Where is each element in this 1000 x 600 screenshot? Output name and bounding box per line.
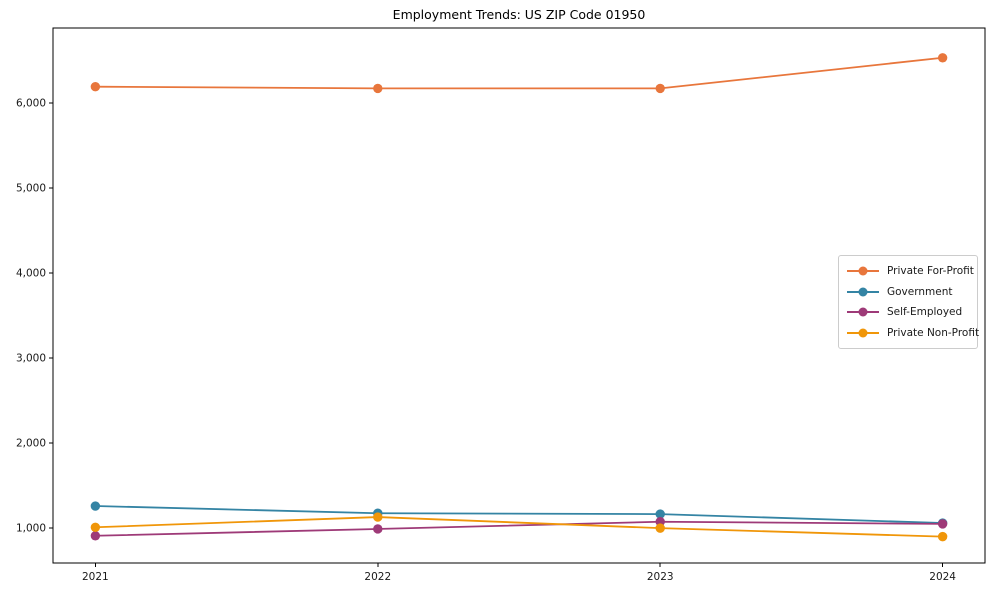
series-line-private-for-profit (95, 56, 943, 90)
x-axis-tick-label: 2021 (82, 571, 109, 583)
data-point-private-for-profit (373, 83, 383, 94)
x-axis-tick-label: 2024 (929, 571, 956, 583)
legend-label: Private Non-Profit (887, 326, 980, 339)
data-point-government (90, 501, 101, 511)
y-axis-tick-label: 1,000 (16, 523, 46, 535)
legend-dot-icon (858, 307, 868, 317)
y-axis-tick-label: 6,000 (16, 97, 46, 109)
chart-title: Employment Trends: US ZIP Code 01950 (392, 7, 646, 22)
legend-line-marker-icon (847, 328, 879, 338)
data-point-private-for-profit (655, 83, 665, 94)
plot-border (52, 27, 986, 564)
legend-item-government: Government (847, 286, 969, 298)
y-axis-tick-label: 4,000 (16, 267, 46, 279)
data-point-private-non-profit (90, 522, 101, 532)
series-line-government (95, 505, 943, 524)
y-axis-tick-label: 3,000 (16, 353, 46, 365)
legend-dot-icon (858, 287, 868, 297)
data-point-self-employed (373, 524, 383, 534)
legend-label: Government (887, 285, 953, 298)
legend-dot-icon (858, 266, 868, 276)
legend-item-private-non-profit: Private Non-Profit (847, 327, 979, 339)
x-axis-tick-label: 2022 (364, 571, 391, 583)
y-axis-tick-label: 5,000 (16, 182, 46, 194)
data-point-self-employed (937, 519, 948, 529)
y-axis-tick-label: 2,000 (16, 438, 46, 450)
data-point-private-non-profit (655, 523, 665, 533)
x-axis-tick-label: 2023 (647, 571, 674, 583)
data-point-private-non-profit (937, 531, 948, 542)
legend-line-marker-icon (847, 266, 879, 276)
data-point-private-non-profit (373, 512, 383, 522)
series-line-private-non-profit (95, 516, 943, 538)
legend-line-marker-icon (847, 287, 879, 297)
data-point-self-employed (90, 531, 101, 541)
legend-item-private-for-profit: Private For-Profit (847, 265, 974, 277)
legend-label: Self-Employed (887, 306, 963, 319)
legend: Private For-Profit Government Self-Employe… (838, 255, 979, 349)
legend-line-marker-icon (847, 307, 879, 317)
data-point-private-for-profit (937, 53, 948, 63)
data-point-private-for-profit (90, 81, 101, 92)
data-point-government (655, 509, 665, 519)
series-line-self-employed (95, 520, 943, 537)
legend-item-self-employed: Self-Employed (847, 306, 969, 318)
legend-dot-icon (858, 328, 868, 338)
legend-label: Private For-Profit (887, 265, 974, 278)
